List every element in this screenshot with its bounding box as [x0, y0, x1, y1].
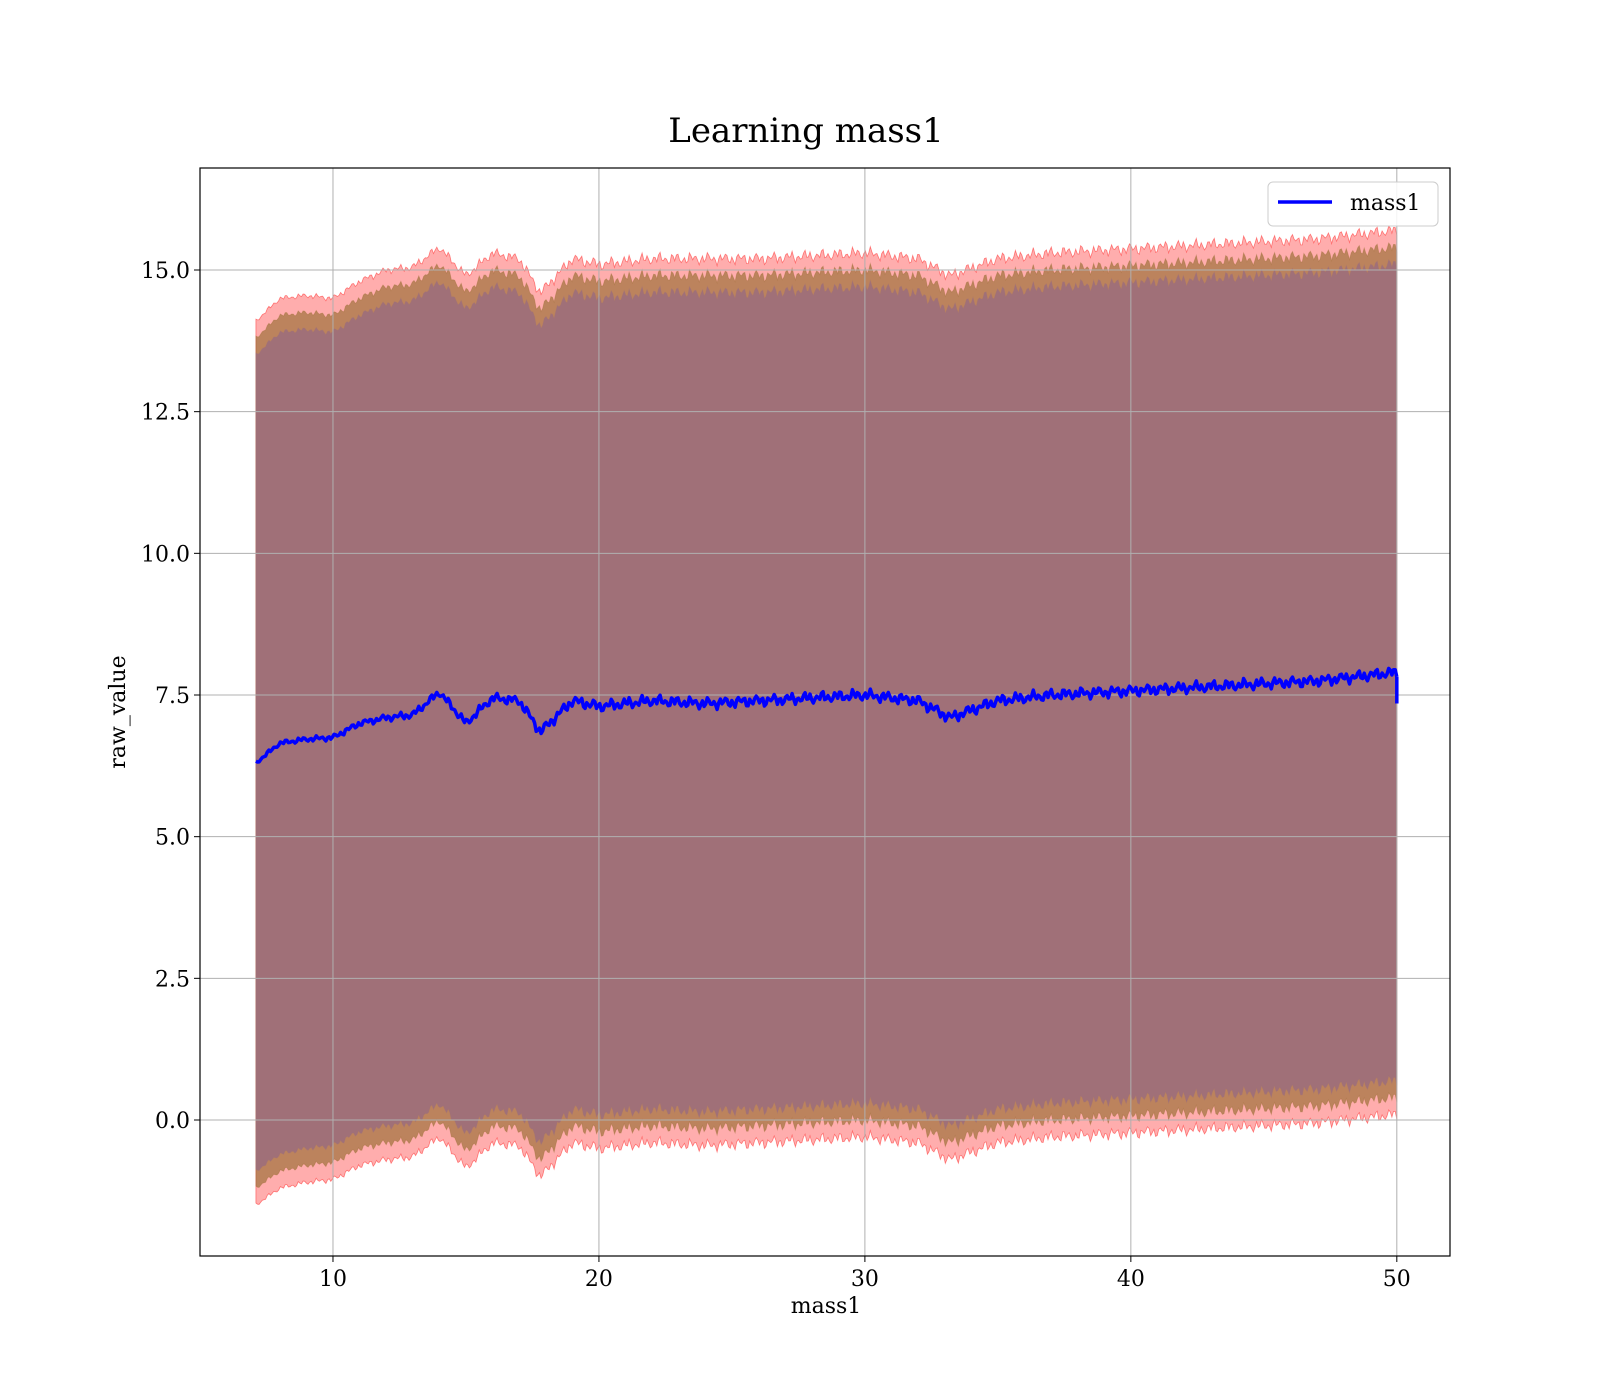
y-tick-label: 5.0 — [155, 826, 190, 851]
y-tick-label: 2.5 — [155, 967, 190, 992]
uncertainty-bands — [255, 225, 1398, 1205]
plot-frame — [199, 167, 1451, 1257]
grid-lines — [200, 168, 1450, 1256]
x-tick-label: 10 — [319, 1267, 347, 1292]
x-tick-label: 50 — [1383, 1267, 1411, 1292]
y-tick-label: 12.5 — [141, 401, 190, 426]
legend-box — [1267, 181, 1439, 227]
legend: mass1 — [1267, 181, 1439, 227]
chart-title: Learning mass1 — [668, 111, 944, 151]
series-line-mass1 — [255, 666, 1399, 764]
legend-label-mass1: mass1 — [1350, 191, 1421, 216]
y-tick-label: 10.0 — [141, 542, 190, 567]
x-tick-label: 40 — [1117, 1267, 1145, 1292]
series-lines — [255, 666, 1399, 764]
x-tick-label: 30 — [851, 1267, 879, 1292]
y-axis-label: raw_value — [106, 655, 131, 768]
x-axis-ticks: 10 20 30 40 50 — [319, 1256, 1411, 1292]
y-tick-label: 0.0 — [155, 1109, 190, 1134]
y-axis-ticks: 0.0 2.5 5.0 7.5 10.0 12.5 15.0 — [141, 259, 200, 1134]
x-axis-label: mass1 — [791, 1294, 862, 1319]
band-inner — [255, 259, 1398, 1171]
y-tick-label: 7.5 — [155, 684, 190, 709]
y-tick-label: 15.0 — [141, 259, 190, 284]
x-tick-label: 20 — [585, 1267, 613, 1292]
